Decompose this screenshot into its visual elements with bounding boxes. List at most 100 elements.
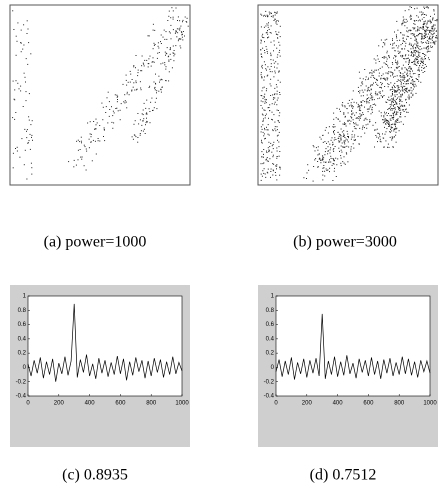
pixel-dot [261,151,263,153]
pixel-dot [422,42,424,43]
pixel-dot [116,101,118,103]
pixel-dot [178,28,180,30]
pixel-dot [150,65,152,67]
pixel-dot [420,58,422,60]
pixel-dot [427,7,429,9]
pixel-dot [162,62,164,64]
pixel-dot [386,50,388,52]
pixel-dot [401,89,403,91]
pixel-dot [435,35,437,37]
pixel-dot [335,139,337,140]
pixel-dot [401,67,403,69]
caption: (c) 0.8935 [62,467,128,484]
pixel-dot [402,37,404,39]
pixel-dot [375,78,377,80]
pixel-dot [394,90,395,92]
pixel-dot [386,102,388,103]
pixel-dot [120,103,122,105]
pixel-dot [173,60,175,62]
pixel-dot [344,116,346,118]
pixel-dot [385,79,387,81]
pixel-dot [397,29,399,31]
pixel-dot [269,158,271,160]
pixel-dot [410,18,412,20]
pixel-dot [327,132,329,134]
pixel-dot [404,88,406,90]
pixel-dot [426,22,428,24]
y-tick-label: 0 [23,365,27,371]
pixel-dot [330,147,332,149]
pixel-dot [261,90,263,92]
pixel-dot [262,131,264,133]
pixel-dot [275,61,277,63]
pixel-dot [386,112,387,114]
pixel-dot [400,55,401,57]
pixel-dot [392,146,394,148]
pixel-dot [404,89,406,91]
pixel-dot [400,44,402,46]
signal-line [275,313,431,380]
pixel-dot [389,107,391,109]
pixel-dot [412,56,414,57]
pixel-dot [394,108,396,110]
pixel-dot [379,67,381,69]
pixel-dot [424,71,426,72]
pixel-dot [402,42,403,44]
pixel-dot [366,99,368,101]
pixel-dot [412,70,413,72]
pixel-dot [408,44,410,46]
pixel-dot [376,136,378,138]
pixel-dot [182,33,183,35]
pixel-dot [357,118,359,119]
pixel-dot [340,155,342,157]
pixel-dot [422,26,423,28]
pixel-dot [424,31,426,33]
pixel-dot [377,84,379,86]
pixel-dot [329,171,330,173]
pixel-dot [350,138,352,140]
pixel-dot [425,6,427,8]
pixel-dot [420,41,422,43]
pixel-dot [421,37,423,39]
pixel-dot [420,33,422,35]
pixel-dot [279,94,281,95]
pixel-dot [261,139,262,141]
pixel-dot [395,120,397,122]
pixel-dot [267,172,269,174]
pixel-dot [405,90,407,92]
pixel-dot [406,88,408,90]
pixel-dot [26,20,28,22]
pixel-dot [359,107,361,109]
pixel-dot [320,159,322,161]
pixel-dot [384,118,386,120]
pixel-dot [335,176,337,177]
pixel-dot [145,122,147,124]
pixel-dot [395,121,397,123]
pixel-dot [425,37,427,38]
pixel-dot [330,157,332,159]
pixel-dot [344,143,346,145]
pixel-dot [270,78,272,80]
pixel-dot [266,157,268,159]
pixel-dot [152,110,153,111]
pixel-dot [153,42,155,44]
pixel-dot [182,39,184,41]
pixel-dot [410,18,412,20]
pixel-dot [396,20,398,22]
pixel-dot [417,56,419,58]
pixel-dot [126,84,128,86]
pixel-dot [27,28,29,30]
pixel-dot [146,120,148,122]
pixel-dot [178,38,180,40]
pixel-dot [386,119,388,121]
pixel-dot [406,73,407,75]
pixel-dot [135,67,136,69]
pixel-dot [391,123,393,125]
pixel-dot [103,136,104,137]
pixel-dot [332,144,333,146]
pixel-dot [390,127,392,129]
pixel-dot [102,106,104,108]
pixel-dot [372,104,374,105]
pixel-dot [358,71,360,73]
pixel-dot [407,83,409,85]
